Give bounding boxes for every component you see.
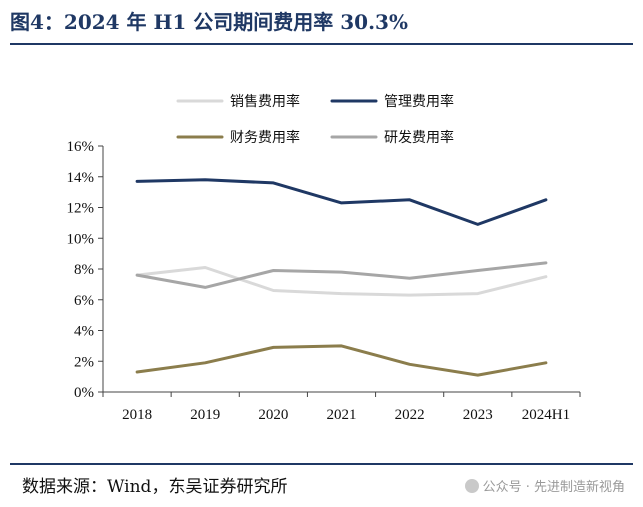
wechat-icon (464, 479, 479, 493)
series-lines (135, 178, 548, 377)
y-tick-label: 6% (74, 293, 94, 309)
series-line (135, 266, 548, 297)
y-tick-label: 2% (74, 354, 94, 370)
y-tick-label: 14% (67, 170, 95, 186)
y-tick-label: 16% (67, 139, 95, 155)
title-rule (10, 43, 633, 45)
watermark: 公众号 · 先进制造新视角 (464, 476, 625, 495)
y-tick-label: 10% (67, 231, 95, 247)
series-line (135, 178, 548, 226)
x-tick-label: 2021 (327, 407, 357, 423)
x-tick-label: 2020 (258, 407, 288, 423)
x-tick-label: 2023 (463, 407, 493, 423)
source-rule (10, 463, 633, 465)
y-tick-label: 8% (74, 262, 94, 278)
figure-title: 图4：2024 年 H1 公司期间费用率 30.3% (10, 10, 408, 34)
x-tick-label: 2019 (190, 407, 220, 423)
series-line (135, 344, 548, 377)
legend-label: 销售费用率 (230, 93, 300, 110)
watermark-text: 公众号 · 先进制造新视角 (482, 480, 625, 495)
axes: 0% 2% 4% 6% 8% 10% 12% 14% 16% 2018 2019 2020 2021 20… (67, 139, 581, 423)
x-tick-label: 2018 (122, 407, 152, 423)
legend-label: 管理费用率 (384, 93, 454, 110)
legend-label: 财务费用率 (230, 129, 300, 146)
source-note: 数据来源：Wind，东吴证券研究所 (22, 477, 288, 497)
y-tick-label: 4% (74, 324, 94, 340)
y-tick-label: 0% (74, 385, 94, 401)
y-tick-label: 12% (67, 201, 95, 217)
x-tick-label: 2024H1 (522, 407, 570, 423)
line-chart: 0% 2% 4% 6% 8% 10% 12% 14% 16% 2018 2019 2020 2021 20… (67, 93, 581, 423)
legend-label: 研发费用率 (384, 129, 454, 146)
series-line (135, 261, 548, 289)
x-tick-label: 2022 (395, 407, 425, 423)
